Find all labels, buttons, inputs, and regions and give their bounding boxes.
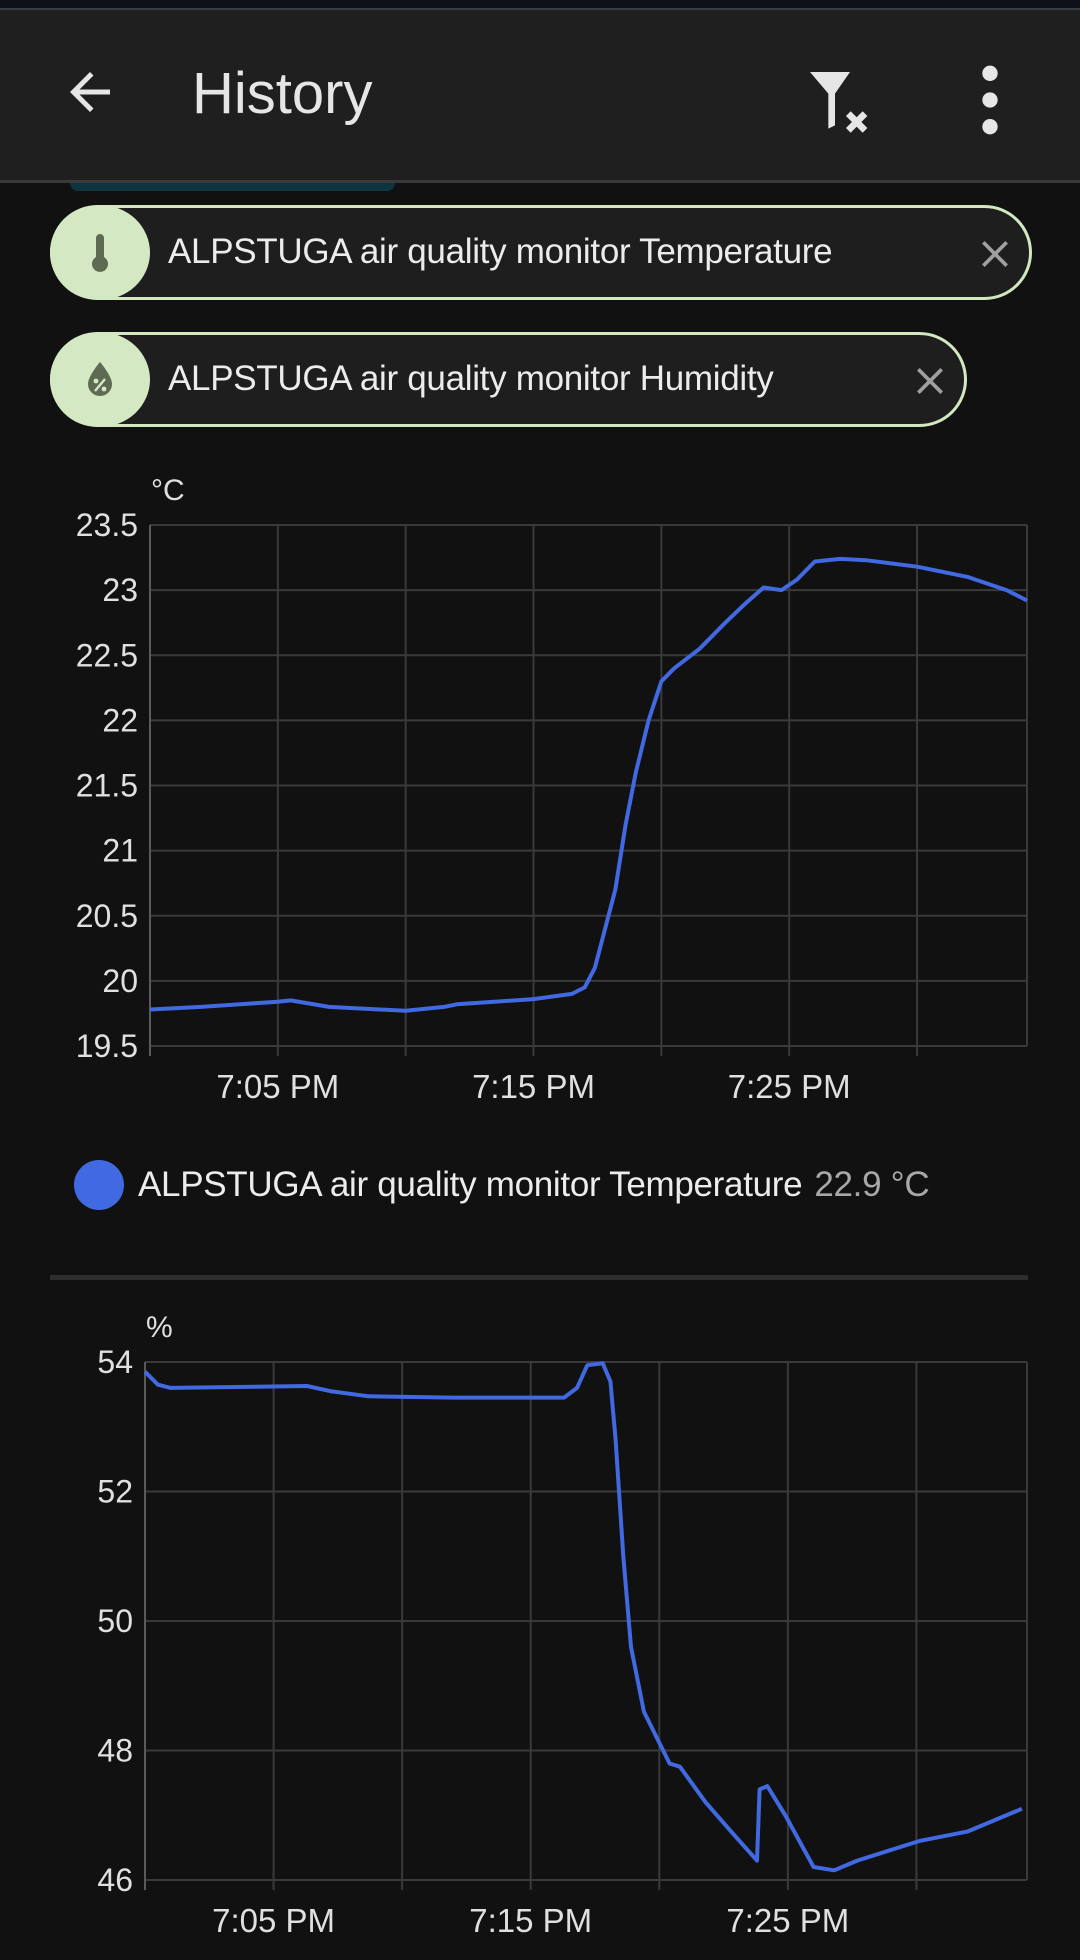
x-tick-label: 7:25 PM — [728, 1068, 851, 1105]
entity-chip-temperature[interactable]: ALPSTUGA air quality monitor Temperature — [50, 205, 1032, 300]
y-tick-label: 23.5 — [76, 507, 138, 543]
humidity-chart[interactable]: 54 52 50 48 46 7:05 PM 7:15 PM 7:25 PM% — [0, 1300, 1080, 1960]
y-tick-label: 46 — [97, 1862, 133, 1898]
y-tick-label: 21.5 — [76, 768, 138, 804]
y-tick-label: 21 — [102, 833, 138, 869]
temperature-chart[interactable]: 23.5 23 22.5 22 21.5 21 20.5 20 19.5 7:05 PM 7:15 … — [0, 470, 1080, 1130]
y-tick-label: 20 — [102, 963, 138, 999]
app-bar: History — [0, 10, 1080, 183]
x-tick-label: 7:15 PM — [472, 1068, 595, 1105]
legend-color-dot — [74, 1160, 124, 1210]
y-tick-label: 22.5 — [76, 637, 138, 673]
legend-label: ALPSTUGA air quality monitor Temperature — [138, 1165, 803, 1204]
y-tick-label: 19.5 — [76, 1028, 138, 1064]
y-axis-unit: °C — [151, 474, 185, 507]
y-axis-unit: % — [146, 1311, 173, 1344]
legend-entry: ALPSTUGA air quality monitor Temperature… — [138, 1165, 930, 1205]
filter-remove-icon[interactable] — [800, 62, 880, 142]
close-icon[interactable] — [975, 234, 1015, 274]
series-line — [149, 556, 1028, 1013]
chip-icon-bg — [50, 332, 150, 427]
legend-value: 22.9 °C — [814, 1165, 930, 1204]
y-tick-label: 48 — [97, 1733, 133, 1769]
y-tick-label: 54 — [97, 1344, 133, 1380]
x-tick-label: 7:25 PM — [726, 1902, 849, 1939]
y-tick-label: 22 — [102, 702, 138, 738]
dots-vertical-icon[interactable] — [970, 60, 1010, 140]
x-tick-label: 7:15 PM — [469, 1902, 592, 1939]
x-tick-label: 7:05 PM — [212, 1902, 335, 1939]
y-tick-label: 20.5 — [76, 898, 138, 934]
chip-label: ALPSTUGA air quality monitor Humidity — [168, 359, 774, 398]
status-bar — [0, 0, 1080, 10]
chip-label: ALPSTUGA air quality monitor Temperature — [168, 232, 833, 271]
thermometer-icon — [92, 234, 108, 272]
series-line — [143, 1361, 1023, 1873]
arrow-left-icon[interactable] — [60, 62, 120, 122]
partial-chip — [70, 183, 395, 191]
divider — [50, 1275, 1028, 1280]
close-icon[interactable] — [910, 361, 950, 401]
page-title: History — [192, 61, 373, 126]
water-percent-icon — [88, 362, 112, 396]
y-tick-label: 50 — [97, 1603, 133, 1639]
entity-chip-humidity[interactable]: ALPSTUGA air quality monitor Humidity — [50, 332, 967, 427]
y-tick-label: 23 — [102, 572, 138, 608]
x-tick-label: 7:05 PM — [216, 1068, 339, 1105]
chip-icon-bg — [50, 205, 150, 300]
y-tick-label: 52 — [97, 1474, 133, 1510]
